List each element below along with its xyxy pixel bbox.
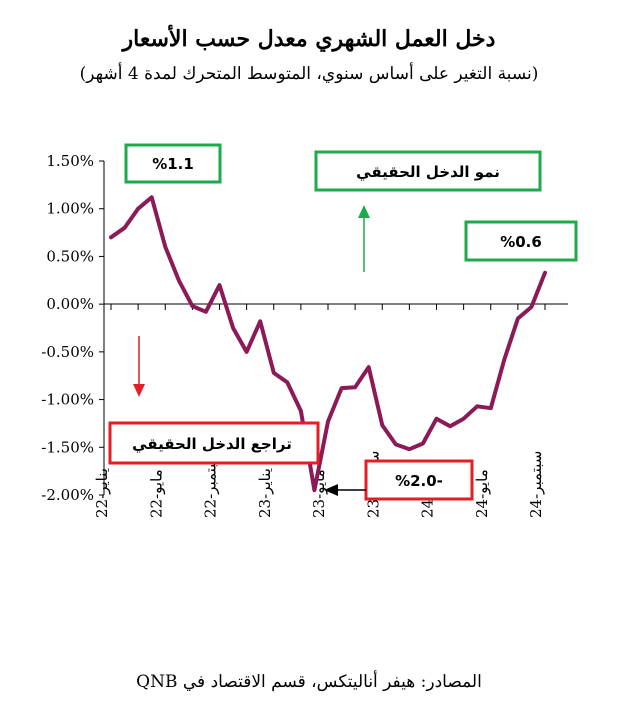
x-tick-label: مايو-24	[473, 469, 491, 518]
series-layer	[109, 195, 547, 493]
y-tick-label: 0.50%	[46, 247, 94, 265]
annotation-decline-label: تراجع الدخل الحقيقي	[132, 435, 292, 453]
annotation-latest-label: %0.6	[500, 233, 542, 251]
y-tick-label: -1.50%	[41, 438, 94, 456]
source-note: المصادر: هيفر أناليتكس، قسم الاقتصاد في …	[136, 672, 482, 692]
red-down-arrow	[133, 336, 145, 397]
y-tick-label: -2.00%	[41, 486, 94, 504]
green-up-arrow	[358, 205, 370, 272]
y-tick-label: 1.50%	[46, 152, 94, 170]
chart-subtitle: (نسبة التغير على أساس سنوي، المتوسط المت…	[79, 64, 539, 84]
y-tick-label: -1.00%	[41, 391, 94, 409]
y-tick-label: -0.50%	[41, 343, 94, 361]
y-tick-label: 0.00%	[46, 295, 94, 313]
annotation-growth-label: نمو الدخل الحقيقي	[356, 163, 500, 181]
x-tick-label: يناير-23	[256, 468, 274, 518]
annotation-latest: %0.6	[464, 220, 578, 262]
chart-title: دخل العمل الشهري معدل حسب الأسعار	[122, 26, 496, 52]
y-tick-label: 1.00%	[46, 200, 94, 218]
annotation-peak-label: %1.1	[152, 155, 194, 173]
x-tick-label: سبتمبر-22	[202, 451, 220, 518]
black-left-arrow	[324, 484, 366, 496]
x-tick-label: مايو-22	[147, 469, 165, 518]
annotation-decline: تراجع الدخل الحقيقي	[108, 421, 320, 465]
annotation-growth: نمو الدخل الحقيقي	[314, 150, 542, 192]
x-tick-label: يناير-22	[93, 468, 111, 518]
annotation-trough: %2.0-	[364, 459, 474, 501]
x-tick-label: سبتمبر-24	[527, 451, 545, 518]
annotation-peak: %1.1	[124, 143, 222, 184]
annotation-trough-label: %2.0-	[395, 472, 443, 490]
chart-axes: 1.50% 1.00% 0.50% 0.00% -0.50% -1.00% -1.50% -2…	[41, 152, 568, 518]
series-line	[109, 195, 547, 493]
